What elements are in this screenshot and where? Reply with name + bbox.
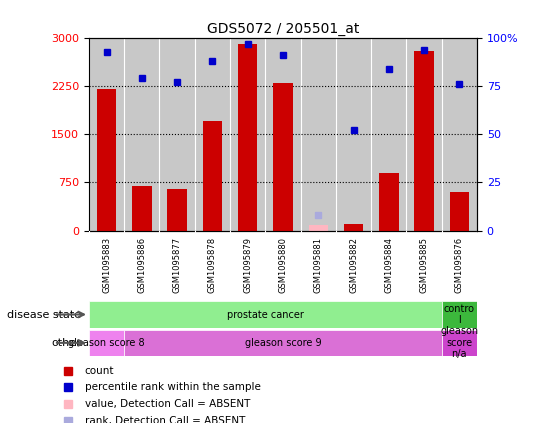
Text: value, Detection Call = ABSENT: value, Detection Call = ABSENT (85, 399, 250, 409)
Text: GSM1095876: GSM1095876 (455, 237, 464, 294)
Bar (273, 83, 293, 231)
Title: GDS5072 / 205501_at: GDS5072 / 205501_at (207, 22, 359, 36)
Text: GSM1095885: GSM1095885 (419, 237, 429, 294)
Bar (124, 330, 442, 356)
Text: GSM1095884: GSM1095884 (384, 237, 393, 294)
Bar (442, 301, 477, 328)
Text: contro
l: contro l (444, 304, 475, 325)
Bar (379, 173, 398, 231)
Text: GSM1095877: GSM1095877 (172, 237, 182, 294)
Bar (450, 192, 469, 231)
Text: gleason score 9: gleason score 9 (245, 338, 321, 348)
Bar (203, 121, 222, 231)
Text: gleason score 8: gleason score 8 (68, 338, 145, 348)
Text: prostate cancer: prostate cancer (227, 310, 304, 319)
Bar (308, 225, 328, 231)
Text: GSM1095882: GSM1095882 (349, 237, 358, 294)
Bar (168, 189, 187, 231)
Text: rank, Detection Call = ABSENT: rank, Detection Call = ABSENT (85, 415, 245, 423)
Text: GSM1095881: GSM1095881 (314, 237, 323, 294)
Bar (238, 44, 258, 231)
Text: count: count (85, 366, 114, 376)
Text: other: other (51, 338, 81, 348)
Text: percentile rank within the sample: percentile rank within the sample (85, 382, 260, 393)
Text: GSM1095879: GSM1095879 (243, 237, 252, 294)
Text: gleason
score
n/a: gleason score n/a (440, 326, 479, 360)
Bar (442, 330, 477, 356)
Text: disease state: disease state (7, 310, 81, 319)
Text: GSM1095886: GSM1095886 (137, 237, 147, 294)
Bar (344, 224, 363, 231)
Text: GSM1095880: GSM1095880 (279, 237, 287, 294)
Bar (89, 330, 124, 356)
Text: GSM1095878: GSM1095878 (208, 237, 217, 294)
Text: GSM1095883: GSM1095883 (102, 237, 111, 294)
Bar (132, 186, 151, 231)
Bar (414, 51, 434, 231)
Bar (97, 89, 116, 231)
